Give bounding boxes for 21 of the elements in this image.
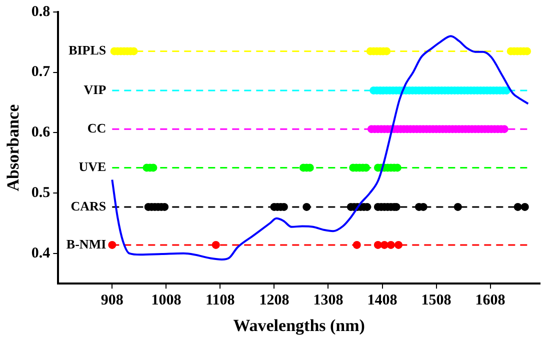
y-tick-label: 0.8 [31,4,50,20]
ref-line-label: BIPLS [68,42,106,58]
ref-line-label: B-NMI [66,236,106,252]
ref-line-label: CC [87,120,106,136]
x-tick-label: 1208 [259,292,290,308]
x-tick-label: 1508 [421,292,452,308]
ref-line-label: UVE [78,159,106,174]
x-tick-label: 1308 [313,292,344,308]
y-tick-label: 0.5 [31,184,50,201]
x-axis-title: Wavelengths (nm) [233,316,365,336]
ref-line-label: VIP [84,82,106,97]
y-tick-label: 0.4 [31,245,51,262]
x-tick-label: 1108 [206,292,235,308]
y-axis-title: Absorbance [4,104,23,192]
x-tick-label: 1008 [151,292,182,308]
x-tick-label: 1608 [475,292,506,308]
ref-line-label: CARS [70,198,106,214]
y-tick-label: 0.7 [31,64,51,80]
y-tick-label: 0.6 [31,124,51,141]
x-tick-label: 1408 [367,292,398,308]
x-tick-label: 908 [100,292,124,308]
